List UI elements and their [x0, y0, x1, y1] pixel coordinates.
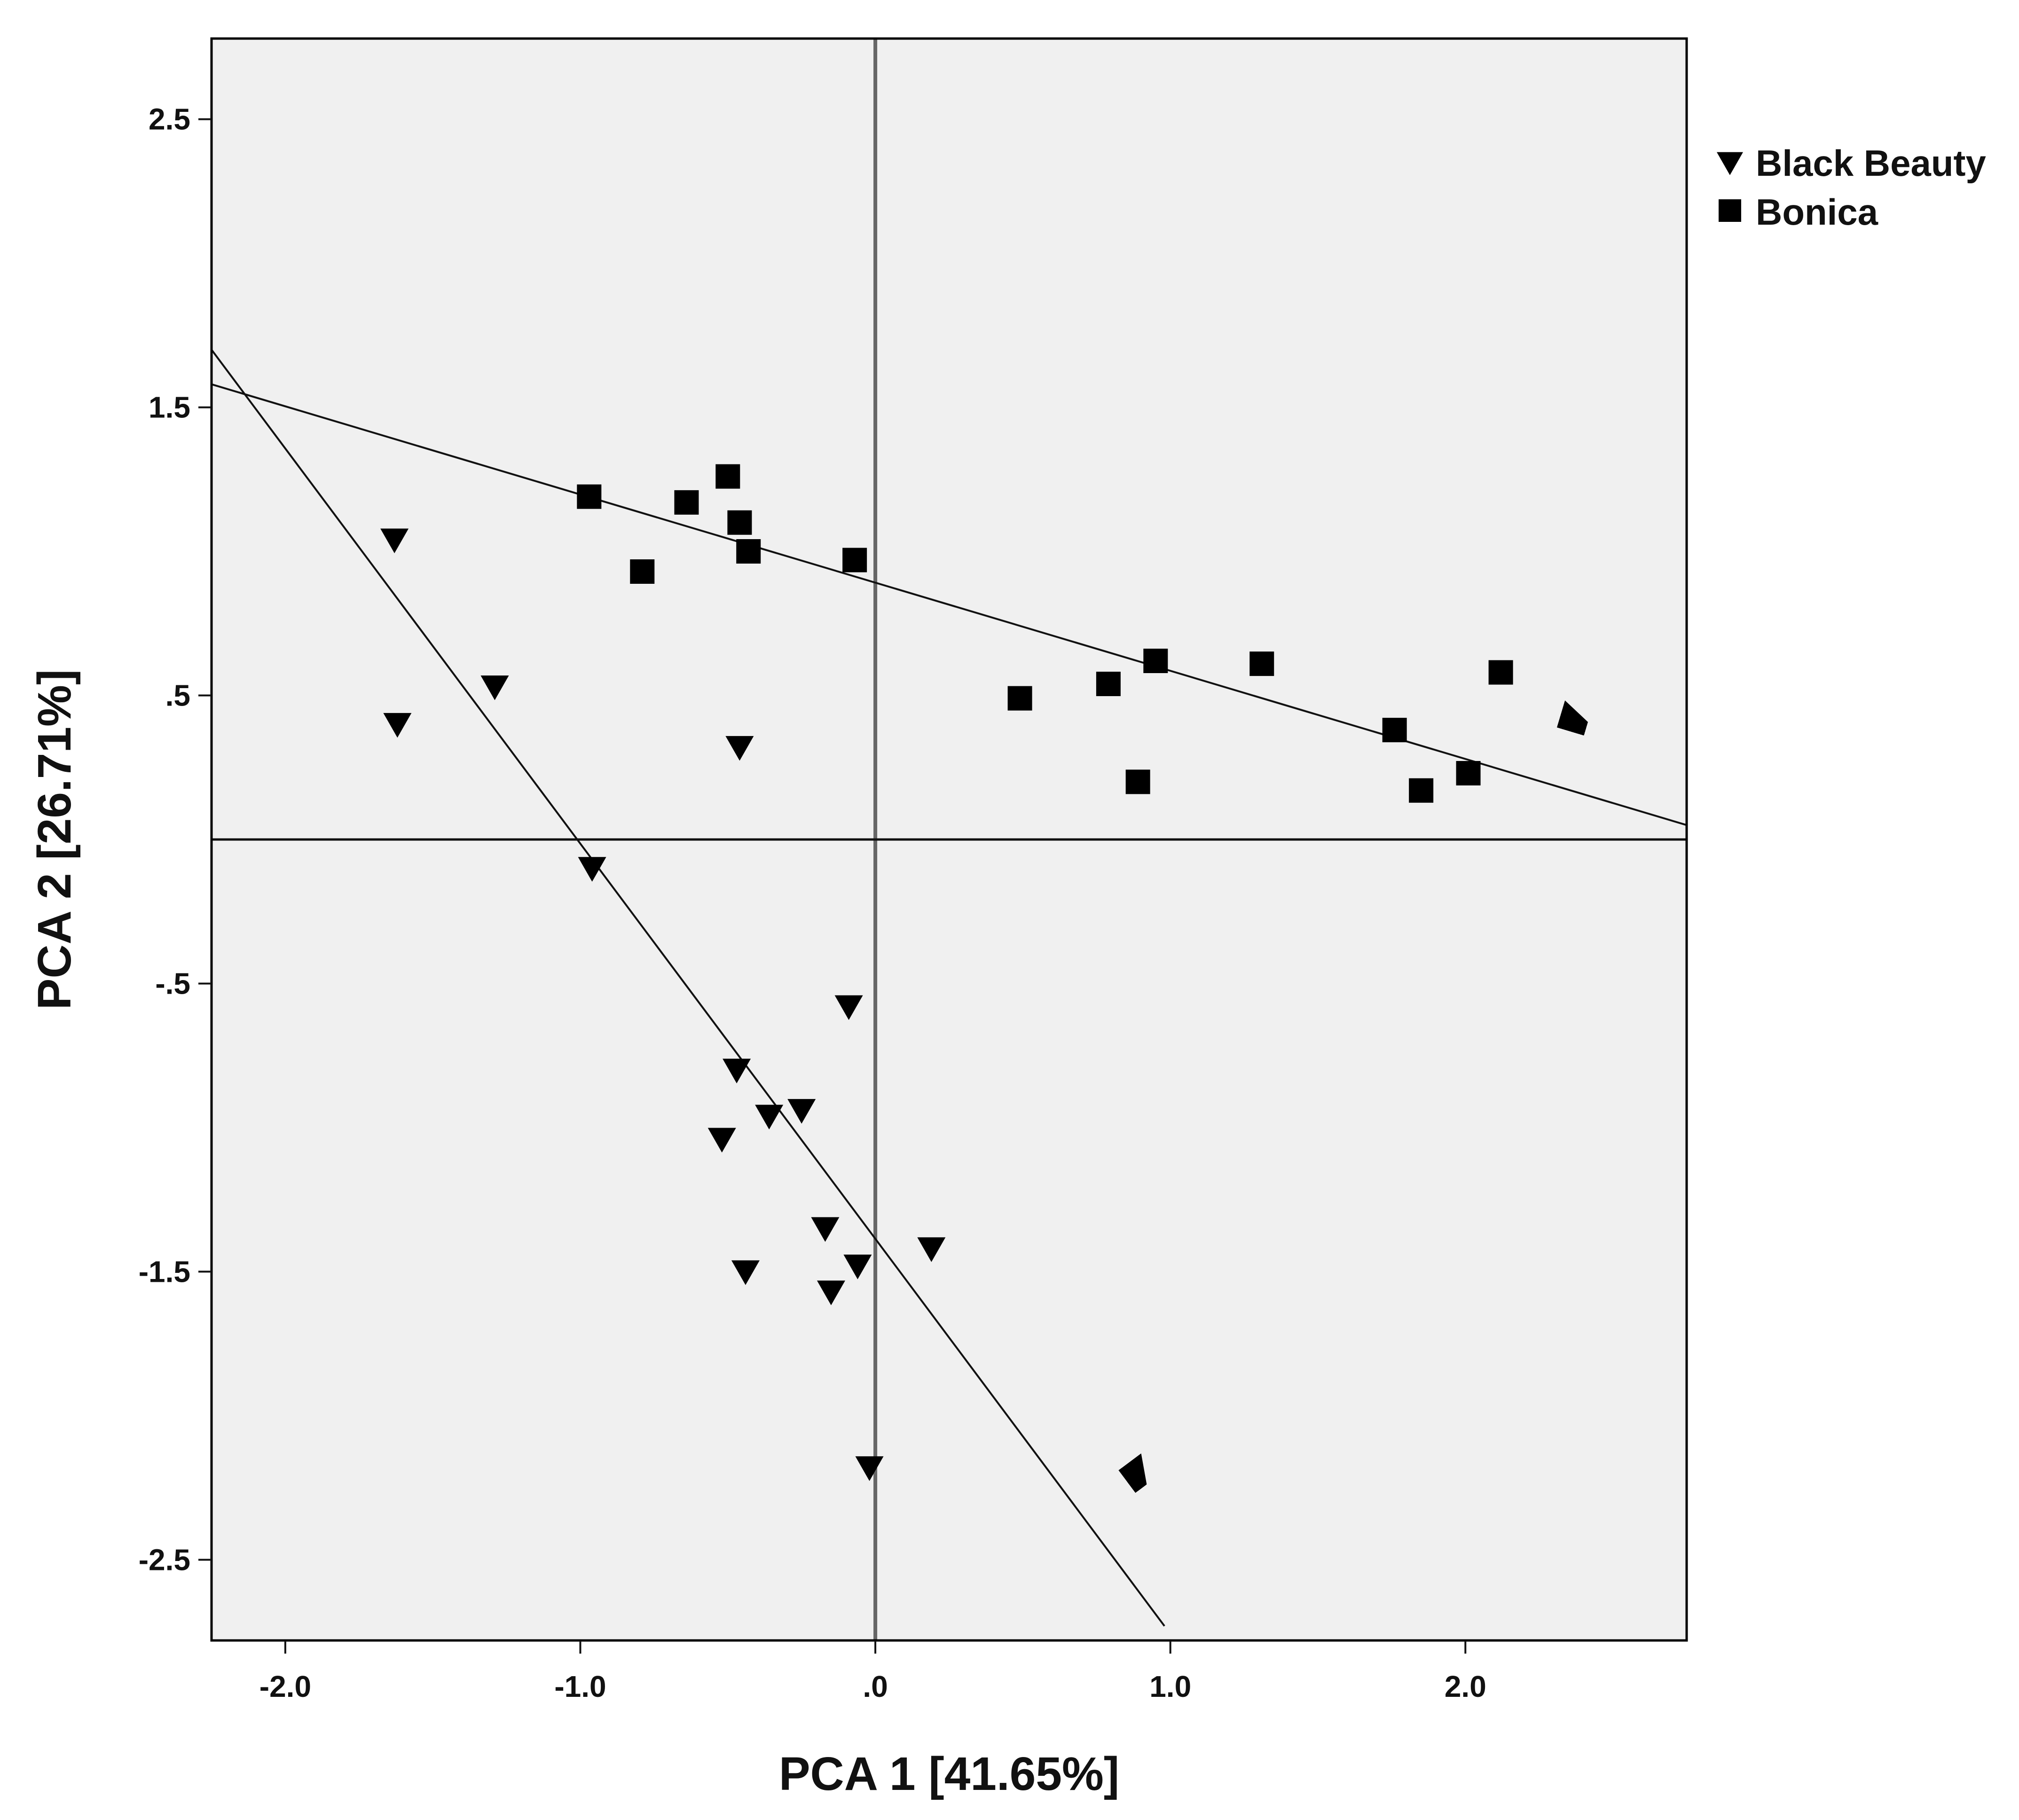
point-black-beauty [383, 713, 412, 738]
point-black-beauty [811, 1217, 840, 1242]
biplot-arrow-2 [211, 349, 1165, 1627]
point-bonica [577, 484, 602, 509]
legend-label-black-beauty: Black Beauty [1756, 142, 1986, 184]
point-bonica [715, 464, 740, 489]
point-bonica [1409, 778, 1434, 803]
point-black-beauty [855, 1456, 884, 1481]
point-bonica [842, 548, 867, 573]
y-tick-label: .5 [165, 679, 190, 713]
point-bonica [1488, 660, 1513, 685]
point-bonica [1007, 686, 1032, 711]
y-tick-label: -.5 [155, 966, 190, 1000]
biplot-arrows [211, 349, 1687, 1627]
x-tick-label: 2.0 [1445, 1670, 1486, 1703]
legend-marker-bonica [1719, 199, 1741, 222]
x-axis-title: PCA 1 [41.65%] [779, 1748, 1119, 1800]
point-black-beauty [834, 995, 863, 1020]
legend: Black Beauty Bonica [1717, 142, 1986, 233]
biplot-arrow-1 [211, 383, 1687, 826]
point-black-beauty [843, 1255, 872, 1279]
x-tick-label: -1.0 [554, 1670, 606, 1703]
point-black-beauty [755, 1105, 784, 1130]
y-tick-label: 2.5 [149, 102, 190, 136]
point-bonica [1143, 648, 1168, 673]
point-black-beauty [817, 1280, 845, 1305]
legend-label-bonica: Bonica [1756, 191, 1878, 233]
point-bonica [674, 490, 699, 515]
x-axis: -2.0 -1.0 .0 1.0 2.0 [259, 1640, 1486, 1703]
point-bonica [1249, 651, 1274, 676]
point-black-beauty [731, 1260, 760, 1285]
x-tick-label: 1.0 [1149, 1670, 1191, 1703]
point-black-beauty [787, 1099, 816, 1124]
legend-marker-black-beauty [1717, 152, 1743, 175]
point-bonica [630, 559, 655, 584]
x-tick-label: -2.0 [259, 1670, 311, 1703]
point-black-beauty [917, 1237, 946, 1262]
point-black-beauty [723, 1059, 751, 1083]
point-bonica [1382, 718, 1407, 743]
y-axis: 2.5 1.5 .5 -.5 -1.5 -2.5 [139, 102, 212, 1577]
y-tick-label: -2.5 [139, 1543, 190, 1577]
point-bonica [1125, 769, 1150, 794]
point-black-beauty [480, 675, 509, 700]
data-points [380, 464, 1513, 1481]
y-axis-title: PCA 2 [26.71%] [28, 669, 81, 1010]
point-bonica [1096, 672, 1121, 697]
reference-lines [212, 39, 1687, 1640]
point-bonica [1456, 761, 1481, 786]
point-bonica [727, 510, 752, 535]
y-tick-label: 1.5 [149, 391, 190, 424]
point-black-beauty [707, 1128, 736, 1153]
point-black-beauty [578, 857, 606, 882]
point-black-beauty [380, 528, 409, 554]
plot-border [210, 37, 1688, 1642]
point-black-beauty [725, 736, 754, 761]
x-tick-label: .0 [863, 1670, 888, 1703]
y-tick-label: -1.5 [139, 1255, 190, 1288]
point-bonica [736, 539, 761, 564]
